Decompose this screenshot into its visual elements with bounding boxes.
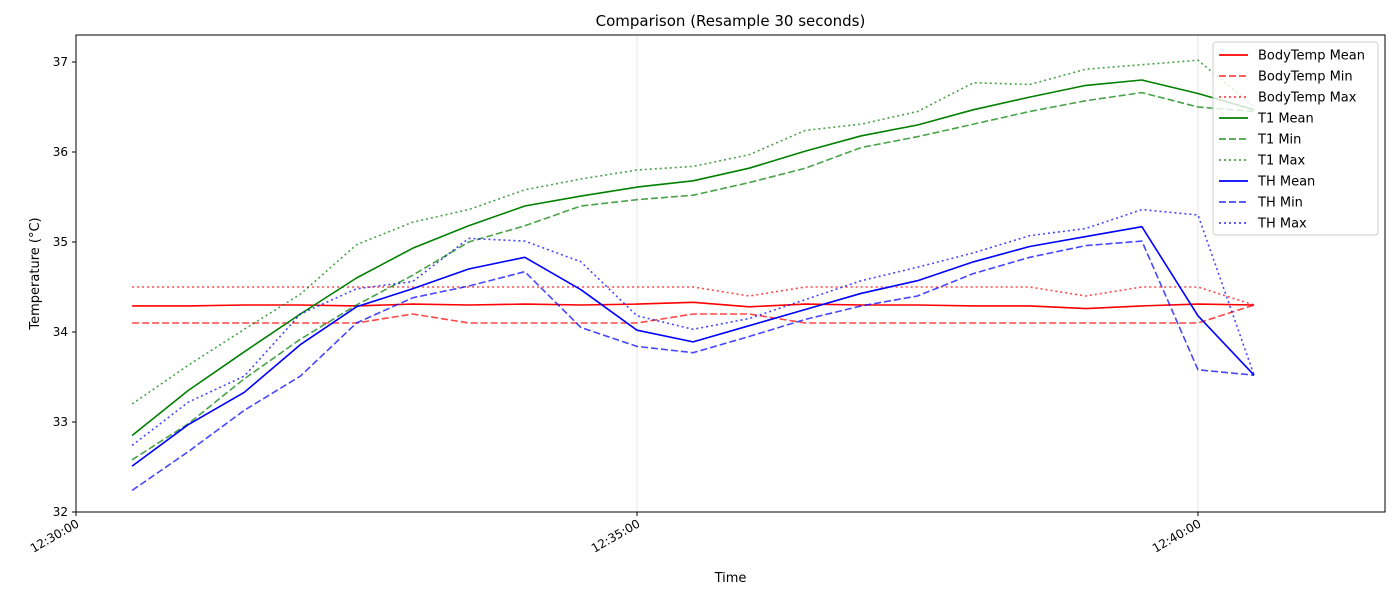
plot-frame — [75, 34, 1386, 513]
series-line-bodytemp-max — [132, 286, 1255, 306]
y-tick-label: 35 — [53, 235, 68, 249]
y-tick-label: 33 — [53, 415, 68, 429]
y-tick-label: 37 — [53, 55, 68, 69]
series-line-th-min — [131, 240, 1255, 492]
series-line-bodytemp-min — [132, 304, 1255, 324]
legend-label: BodyTemp Mean — [1258, 49, 1365, 64]
series-lines — [131, 59, 1255, 492]
legend-label: T1 Mean — [1257, 112, 1314, 127]
legend-label: BodyTemp Min — [1258, 70, 1353, 85]
legend-label: BodyTemp Max — [1258, 91, 1357, 106]
y-tick-label: 32 — [53, 505, 68, 519]
legend-label: TH Min — [1257, 196, 1303, 211]
series-line-th-max — [131, 208, 1255, 447]
y-tick-label: 34 — [53, 325, 68, 339]
y-axis-label: Temperature (°C) — [28, 217, 43, 330]
x-axis-label: Time — [714, 571, 747, 586]
series-line-th-mean — [131, 225, 1255, 467]
legend-label: TH Mean — [1257, 175, 1315, 190]
series-line-t1-mean — [131, 79, 1255, 437]
legend-box — [1212, 41, 1379, 236]
legend-label: T1 Min — [1257, 133, 1301, 148]
series-line-t1-max — [131, 59, 1255, 405]
legend-label: TH Max — [1257, 217, 1307, 232]
chart-title: Comparison (Resample 30 seconds) — [596, 12, 866, 30]
legend-label: T1 Max — [1257, 154, 1306, 169]
y-tick-label: 36 — [53, 145, 68, 159]
series-line-t1-min — [131, 91, 1255, 461]
legend: BodyTemp Mean BodyTemp Min BodyTemp Max T1 … — [1212, 41, 1379, 236]
